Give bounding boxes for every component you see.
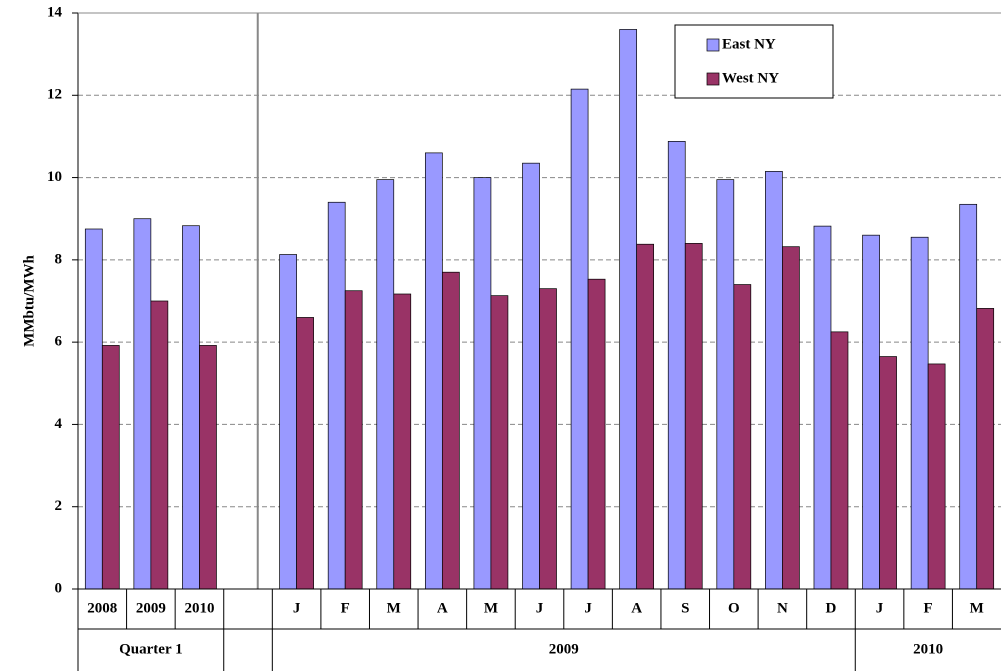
bar [376,179,395,590]
bar [733,284,752,590]
legend-swatch [706,38,720,52]
bar [879,356,897,590]
bar [570,88,589,590]
y-tick-label: 0 [55,580,63,596]
legend-label: West NY [722,70,779,86]
y-tick-label: 4 [55,416,63,432]
x-tick-label: F [924,600,933,616]
bar [765,171,783,590]
bar [327,201,346,590]
x-tick-label: J [876,600,884,616]
bar [199,345,217,590]
bar [490,295,509,590]
x-tick-label: S [681,600,689,616]
bar [344,290,363,590]
group-label: 2010 [913,641,943,657]
bar [813,225,832,590]
bar [619,29,638,590]
bar [959,203,978,590]
bar [279,254,297,590]
x-tick-label: N [777,600,788,616]
bar [862,234,880,590]
bar [782,246,800,590]
legend [674,24,834,99]
bar [473,177,492,590]
x-tick-label: O [728,600,740,616]
bar [910,236,929,590]
bar [636,243,655,590]
x-tick-label: J [584,600,592,616]
x-tick-label: 2009 [136,600,166,616]
y-tick-label: 6 [55,334,63,350]
x-tick-label: A [437,600,448,616]
bar [296,317,314,590]
bar [684,243,703,590]
legend-swatch [706,72,720,86]
y-tick-label: 2 [55,498,63,514]
y-tick-label: 8 [55,251,63,267]
bar [101,345,120,590]
legend-label: East NY [722,36,776,52]
bar [441,271,460,590]
group-label: 2009 [549,641,579,657]
bar [150,300,169,590]
bar [927,363,946,590]
x-tick-label: J [293,600,301,616]
x-tick-label: M [970,600,984,616]
x-tick-label: F [341,600,350,616]
bar [133,218,152,590]
bar [393,293,412,590]
bar [522,162,540,590]
y-axis-label: MMbtu/MWh [21,255,37,347]
x-tick-label: 2008 [87,600,117,616]
group-label: Quarter 1 [119,641,182,657]
y-tick-label: 12 [47,87,62,103]
y-tick-label: 10 [47,169,62,185]
x-tick-label: 2010 [184,600,214,616]
bar [539,288,557,590]
bar [830,331,849,590]
x-tick-label: A [631,600,642,616]
x-tick-label: D [826,600,837,616]
bar [84,228,103,590]
bar [587,278,606,590]
bar [182,225,200,590]
x-tick-label: M [484,600,498,616]
x-tick-label: M [387,600,401,616]
bar [424,152,443,590]
y-tick-label: 14 [47,4,63,20]
bar [976,308,995,590]
x-tick-label: J [536,600,544,616]
bar [716,179,735,590]
bar [667,141,686,590]
